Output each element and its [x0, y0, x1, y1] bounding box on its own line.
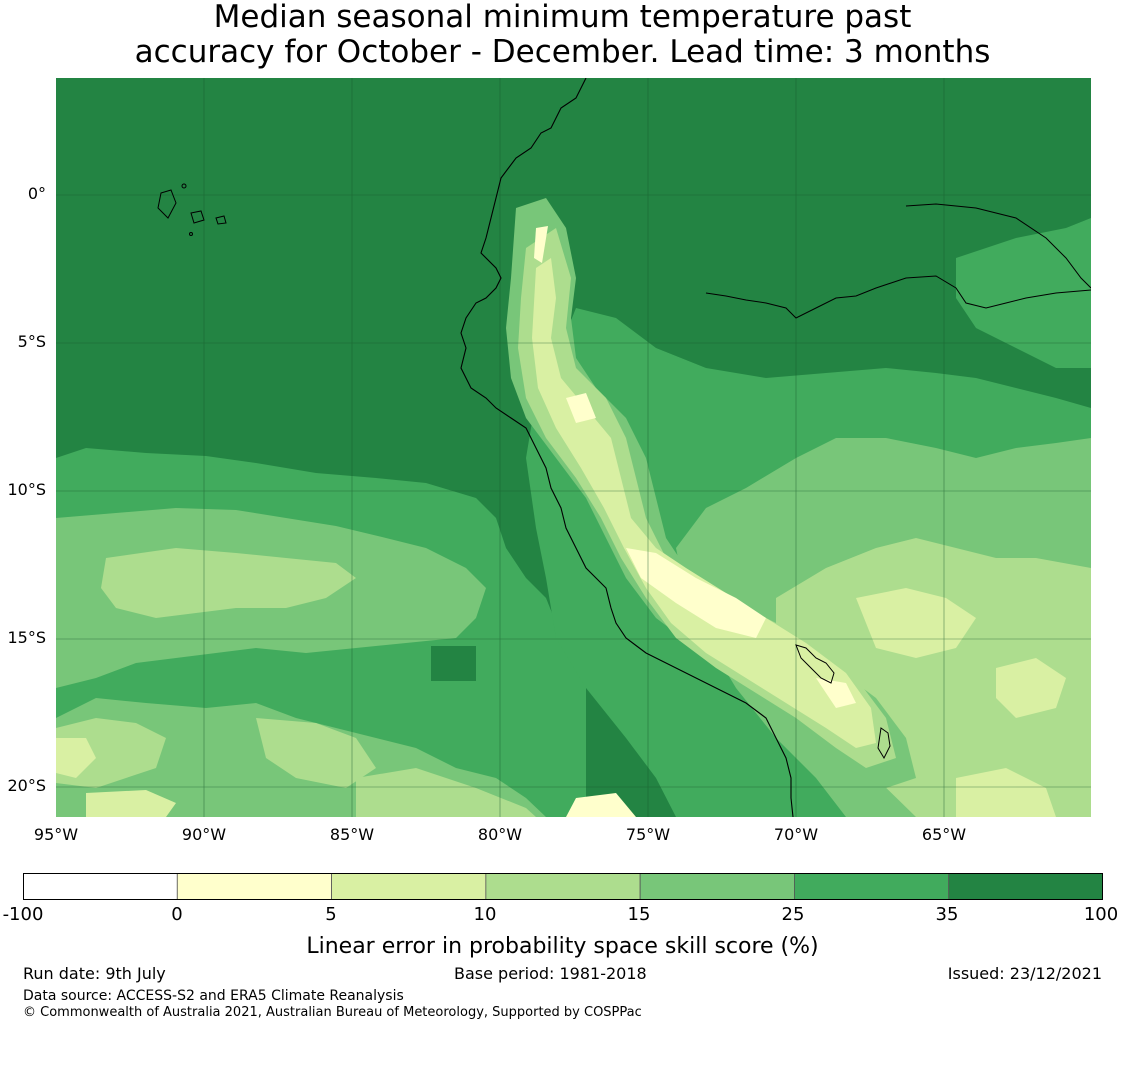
lon-tick-75w: 75°W — [625, 825, 671, 844]
colorbar-tick-0: 0 — [171, 904, 183, 925]
lat-tick-10s: 10°S — [7, 480, 46, 499]
galapagos-islands — [157, 183, 227, 236]
lon-tick-90w: 90°W — [181, 825, 227, 844]
island-santa-cruz — [190, 210, 205, 224]
region-5-10-east-2 — [996, 658, 1066, 718]
coastline-south-america — [460, 78, 794, 817]
lat-tick-5s: 5°S — [17, 332, 46, 351]
lat-tick-0: 0° — [27, 184, 46, 203]
colorbar-segment-4 — [639, 873, 795, 900]
colorbar-tick-10: 10 — [473, 904, 497, 925]
lake-titicaca — [795, 644, 835, 684]
region-5-10-east-3 — [956, 768, 1056, 817]
colorbar-segment-2 — [331, 873, 487, 900]
skill-score-map — [56, 78, 1091, 817]
lon-tick-95w: 95°W — [33, 825, 79, 844]
colorbar-label: Linear error in probability space skill … — [306, 934, 819, 959]
lon-tick-80w: 80°W — [477, 825, 523, 844]
colorbar-tick-5: 5 — [325, 904, 337, 925]
region-5-10-south-2 — [86, 790, 176, 817]
base-period: Base period: 1981-2018 — [454, 964, 647, 983]
river-amazon-north — [905, 203, 1091, 289]
region-35-100-patch — [431, 646, 476, 681]
island-isabela — [157, 189, 177, 219]
colorbar-segment-0 — [23, 873, 178, 900]
region-0-5-andes-3 — [626, 548, 766, 638]
island-small-2 — [189, 232, 193, 236]
lon-tick-70w: 70°W — [773, 825, 819, 844]
colorbar-legend — [23, 873, 1103, 900]
region-5-10-south-1 — [56, 738, 96, 778]
region-0-5-andes — [534, 226, 548, 263]
colorbar-border — [23, 873, 1103, 900]
region-0-5-andes-5 — [566, 793, 636, 817]
colorbar-segment-3 — [485, 873, 641, 900]
chart-title-line2: accuracy for October - December. Lead ti… — [134, 34, 991, 70]
run-date: Run date: 9th July — [23, 964, 166, 983]
colorbar-tick-35: 35 — [935, 904, 959, 925]
lake-poopo — [877, 727, 891, 760]
lat-tick-15s: 15°S — [7, 628, 46, 647]
map-gridlines — [56, 78, 1091, 817]
colorbar-segment-1 — [176, 873, 332, 900]
island-small-1 — [181, 183, 187, 189]
issued-date: Issued: 23/12/2021 — [947, 964, 1102, 983]
lon-tick-85w: 85°W — [329, 825, 375, 844]
region-10-15-south-4 — [356, 768, 536, 817]
region-5-10-east — [856, 588, 976, 658]
region-10-15-south-1 — [101, 548, 356, 618]
lat-tick-20s: 20°S — [7, 776, 46, 795]
lon-tick-65w: 65°W — [921, 825, 967, 844]
river-amazon — [705, 275, 1091, 319]
chart-title-line1: Median seasonal minimum temperature past — [213, 0, 912, 35]
colorbar-segment-5 — [794, 873, 950, 900]
colorbar-tick-100: 100 — [1083, 904, 1119, 925]
copyright-notice: © Commonwealth of Australia 2021, Austra… — [23, 1005, 642, 1020]
region-0-5-andes-2 — [566, 393, 596, 423]
colorbar-tick-15: 15 — [627, 904, 651, 925]
region-10-15-south-3 — [256, 718, 376, 788]
colorbar-tick-minus100: -100 — [2, 904, 44, 925]
region-25-35-northeast — [956, 218, 1091, 368]
island-san-cristobal — [215, 215, 227, 225]
region-0-5-andes-4 — [816, 678, 856, 708]
colorbar-tick-25: 25 — [781, 904, 805, 925]
data-source: Data source: ACCESS-S2 and ERA5 Climate … — [23, 988, 404, 1004]
colorbar-segment-6 — [948, 873, 1103, 900]
